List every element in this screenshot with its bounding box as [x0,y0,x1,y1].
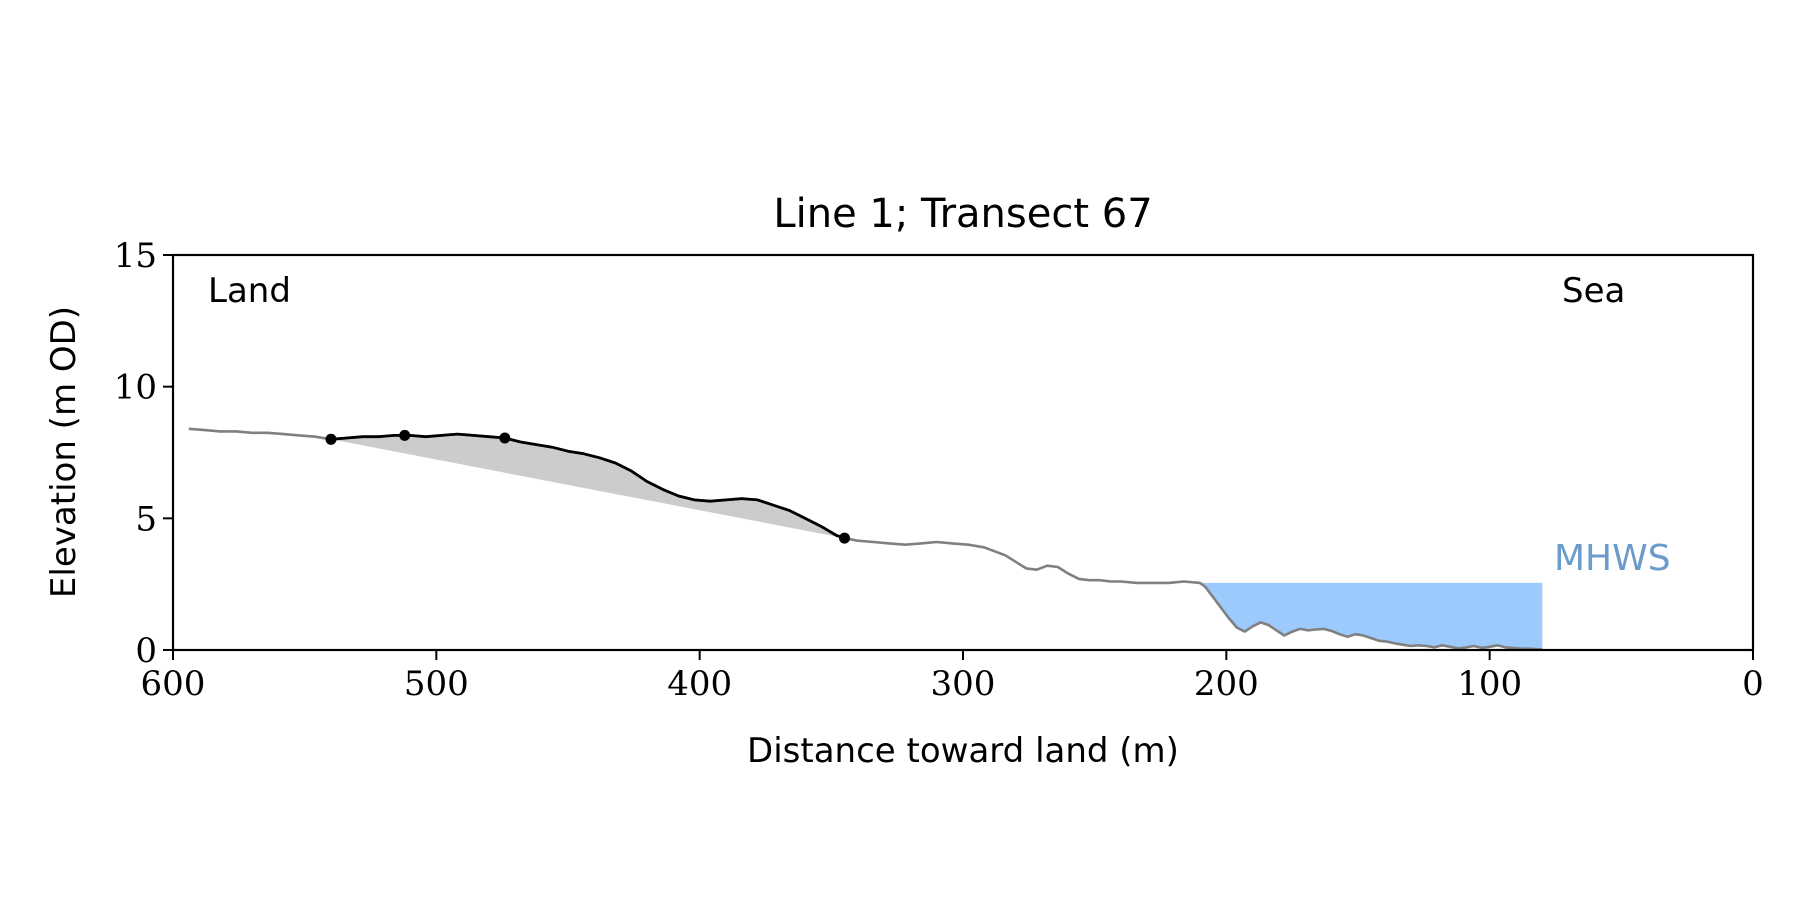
x-tick-label-500: 500 [404,664,469,704]
x-tick-label-300: 300 [931,664,996,704]
feature-marker-4 [839,532,850,544]
chart-title: Line 1; Transect 67 [773,191,1152,237]
y-tick-label-5: 5 [135,499,157,539]
y-tick-label-10: 10 [114,368,157,408]
x-axis-label: Distance toward land (m) [747,731,1179,771]
mhws-annotation: MHWS [1554,538,1671,579]
land-annotation: Land [208,271,291,311]
y-axis-label: Elevation (m OD) [44,306,84,598]
feature-marker-1 [325,433,337,445]
x-tick-label-200: 200 [1194,664,1259,704]
y-tick-label-15: 15 [114,236,157,276]
feature-marker-3 [499,432,511,444]
feature-line [330,432,845,540]
x-axis-ticks: 600 500 400 300 200 100 0 [141,650,1764,704]
line-layer [188,427,1543,651]
fill-layer [331,434,1543,650]
x-tick-label-600: 600 [141,664,206,704]
feature-shading [331,434,845,539]
marker-layer [325,429,850,544]
mhws-water-fill [1200,582,1543,650]
sea-annotation: Sea [1562,271,1625,311]
x-tick-label-400: 400 [667,664,732,704]
y-tick-label-0: 0 [135,631,157,671]
y-axis-ticks: 0 5 10 15 [114,236,173,671]
x-tick-label-100: 100 [1457,664,1522,704]
feature-marker-2 [399,429,411,441]
x-tick-label-0: 0 [1742,664,1764,704]
